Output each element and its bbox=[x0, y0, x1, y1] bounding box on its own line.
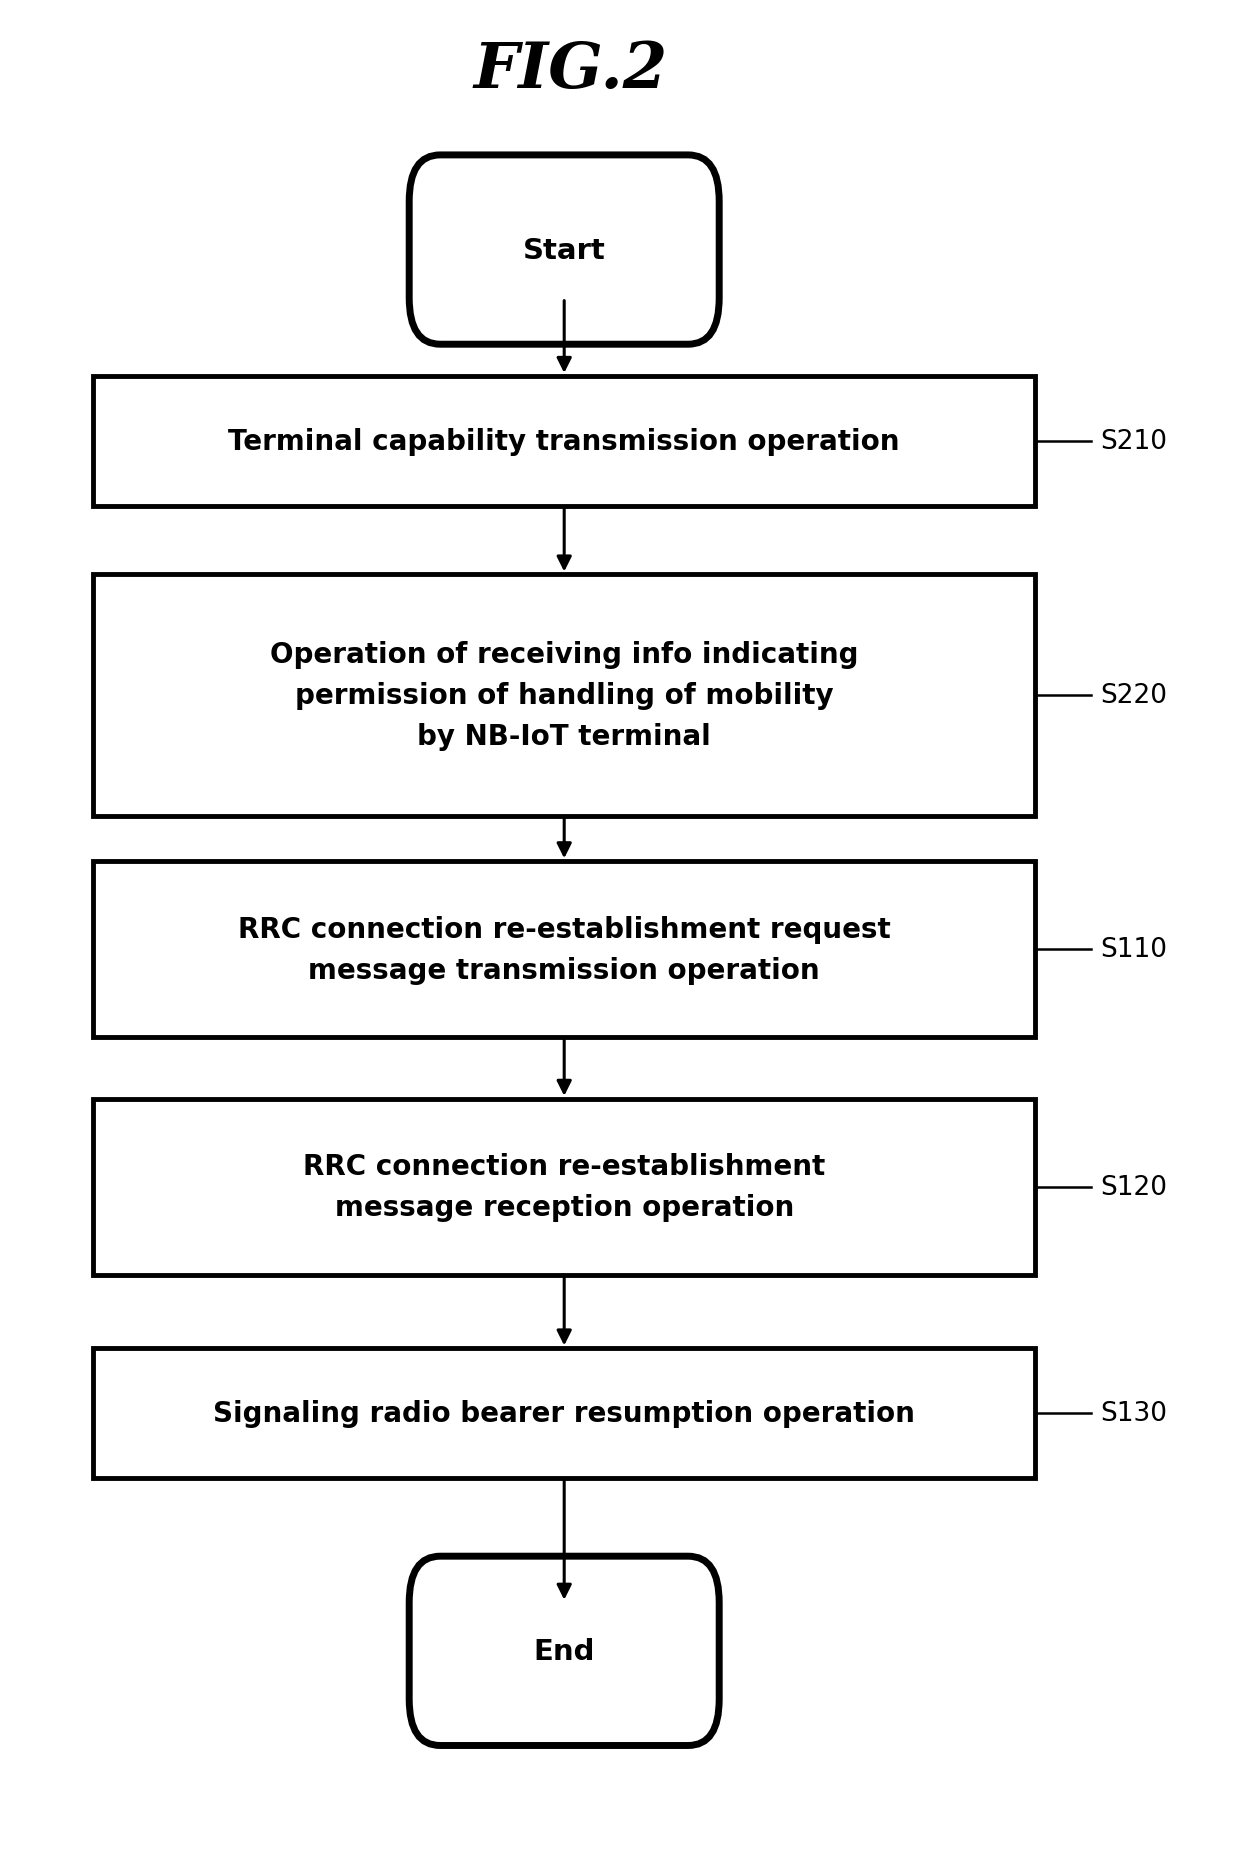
FancyBboxPatch shape bbox=[409, 156, 719, 345]
Text: S120: S120 bbox=[1100, 1174, 1167, 1200]
Text: S220: S220 bbox=[1100, 683, 1167, 709]
Text: End: End bbox=[533, 1636, 595, 1666]
FancyBboxPatch shape bbox=[409, 1556, 719, 1746]
Text: S210: S210 bbox=[1100, 429, 1167, 454]
FancyBboxPatch shape bbox=[93, 575, 1035, 816]
FancyBboxPatch shape bbox=[93, 861, 1035, 1039]
Text: S130: S130 bbox=[1100, 1401, 1167, 1426]
Text: Terminal capability transmission operation: Terminal capability transmission operati… bbox=[228, 427, 900, 456]
FancyBboxPatch shape bbox=[93, 1098, 1035, 1276]
FancyBboxPatch shape bbox=[93, 1349, 1035, 1478]
Text: Signaling radio bearer resumption operation: Signaling radio bearer resumption operat… bbox=[213, 1399, 915, 1428]
Text: RRC connection re-establishment request
message transmission operation: RRC connection re-establishment request … bbox=[238, 915, 890, 985]
FancyBboxPatch shape bbox=[93, 377, 1035, 506]
Text: RRC connection re-establishment
message reception operation: RRC connection re-establishment message … bbox=[303, 1152, 826, 1222]
Text: FIG.2: FIG.2 bbox=[474, 39, 667, 102]
Text: Operation of receiving info indicating
permission of handling of mobility
by NB-: Operation of receiving info indicating p… bbox=[270, 640, 858, 751]
Text: Start: Start bbox=[523, 236, 605, 265]
Text: S110: S110 bbox=[1100, 937, 1167, 963]
